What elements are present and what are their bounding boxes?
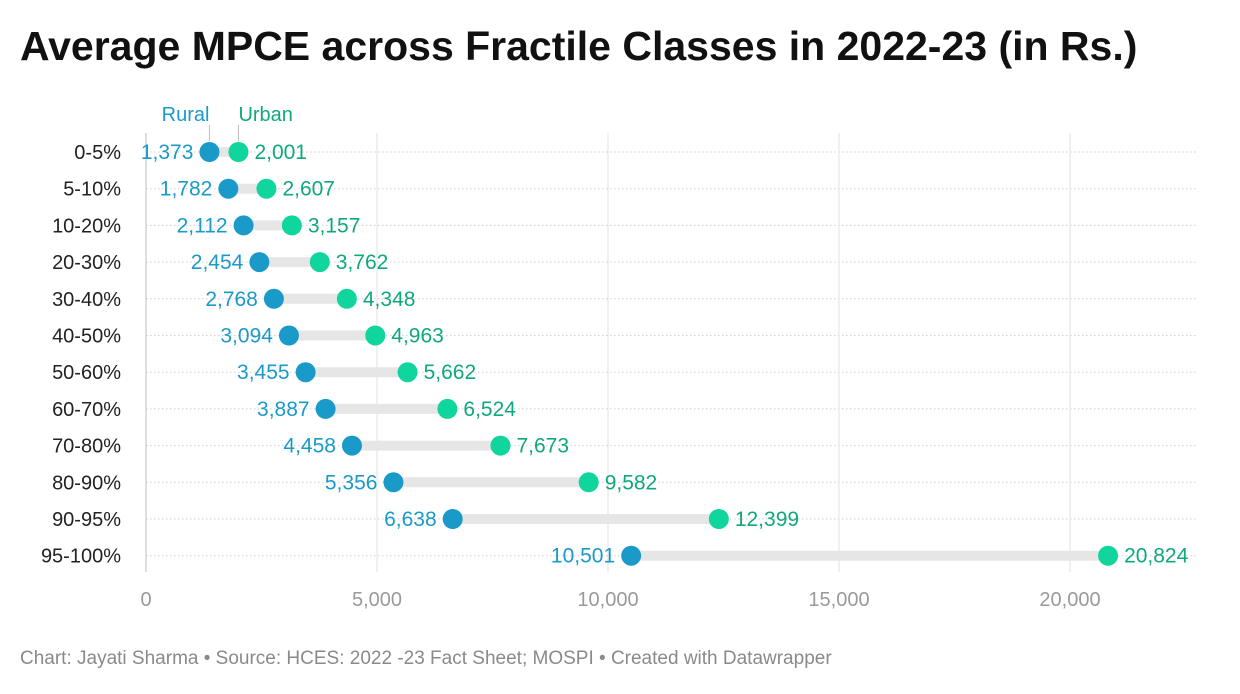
x-tick-label: 5,000 — [352, 589, 402, 611]
dots — [199, 142, 1119, 566]
urban-value-label: 12,399 — [735, 508, 799, 531]
category-label: 50-60% — [52, 362, 121, 384]
category-label: 95-100% — [41, 546, 121, 568]
category-label: 60-70% — [52, 399, 121, 421]
urban-value-label: 3,762 — [336, 251, 389, 274]
urban-dot — [256, 178, 277, 199]
rural-dot — [621, 545, 642, 566]
rural-dot — [218, 178, 239, 199]
urban-dot — [365, 325, 386, 346]
category-label: 5-10% — [63, 179, 121, 201]
rural-dot — [249, 252, 270, 273]
legend-urban: Urban — [238, 104, 292, 126]
urban-dot — [309, 252, 330, 273]
rural-value-label: 3,455 — [237, 361, 290, 384]
urban-value-label: 6,524 — [463, 398, 516, 421]
urban-dot — [708, 509, 729, 529]
urban-dot — [281, 215, 302, 236]
gridlines — [145, 133, 1198, 572]
urban-value-label: 7,673 — [516, 435, 569, 458]
rural-dot — [199, 142, 220, 162]
chart-title: Average MPCE across Fractile Classes in … — [20, 23, 1138, 69]
legend-rural: Rural — [162, 104, 210, 126]
rural-dot — [278, 325, 299, 346]
rural-dot — [383, 472, 404, 493]
urban-value-label: 3,157 — [308, 214, 361, 237]
category-label: 70-80% — [52, 436, 121, 458]
category-label: 20-30% — [52, 252, 121, 274]
rural-value-label: 5,356 — [325, 471, 378, 494]
rural-value-label: 6,638 — [384, 508, 437, 531]
category-label: 30-40% — [52, 289, 121, 311]
x-tick-label: 10,000 — [577, 589, 638, 611]
rural-dot — [233, 215, 254, 236]
urban-value-label: 4,963 — [391, 325, 444, 348]
urban-dot — [490, 435, 511, 456]
rural-dot — [315, 398, 336, 419]
rural-dot — [442, 509, 463, 529]
urban-value-label: 9,582 — [605, 471, 658, 494]
x-tick-label: 15,000 — [808, 589, 869, 611]
urban-value-label: 4,348 — [363, 288, 416, 311]
urban-dot — [437, 398, 458, 419]
rural-value-label: 4,458 — [283, 435, 336, 458]
urban-value-label: 2,607 — [282, 178, 335, 201]
urban-dot — [578, 472, 599, 493]
chart-footer: Chart: Jayati Sharma • Source: HCES: 202… — [20, 648, 832, 669]
urban-value-label: 2,001 — [254, 141, 307, 164]
x-tick-label: 20,000 — [1039, 589, 1100, 611]
category-label: 10-20% — [52, 215, 121, 237]
urban-dot — [228, 142, 249, 162]
rural-value-label: 3,887 — [257, 398, 310, 421]
urban-dot — [397, 362, 418, 383]
rural-value-label: 3,094 — [220, 325, 273, 348]
urban-dot — [336, 288, 357, 309]
rural-value-label: 2,768 — [205, 288, 258, 311]
rural-value-label: 10,501 — [551, 545, 615, 568]
connectors — [209, 147, 1109, 561]
rural-dot — [295, 362, 316, 383]
rural-value-label: 1,373 — [141, 141, 194, 164]
category-label: 40-50% — [52, 326, 121, 348]
x-tick-label: 0 — [140, 589, 151, 611]
category-label: 90-95% — [52, 509, 121, 531]
rural-value-label: 2,454 — [191, 251, 244, 274]
category-label: 80-90% — [52, 472, 121, 494]
category-label: 0-5% — [74, 142, 121, 164]
rural-dot — [263, 288, 284, 309]
urban-value-label: 5,662 — [424, 361, 477, 384]
rural-dot — [341, 435, 362, 456]
urban-dot — [1098, 545, 1119, 566]
labels: 0 5,000 10,000 15,000 20,000 Rural Urban 0-5% 1,… — [41, 104, 1189, 611]
rural-value-label: 1,782 — [160, 178, 213, 201]
rural-value-label: 2,112 — [177, 214, 228, 237]
urban-value-label: 20,824 — [1124, 545, 1189, 568]
